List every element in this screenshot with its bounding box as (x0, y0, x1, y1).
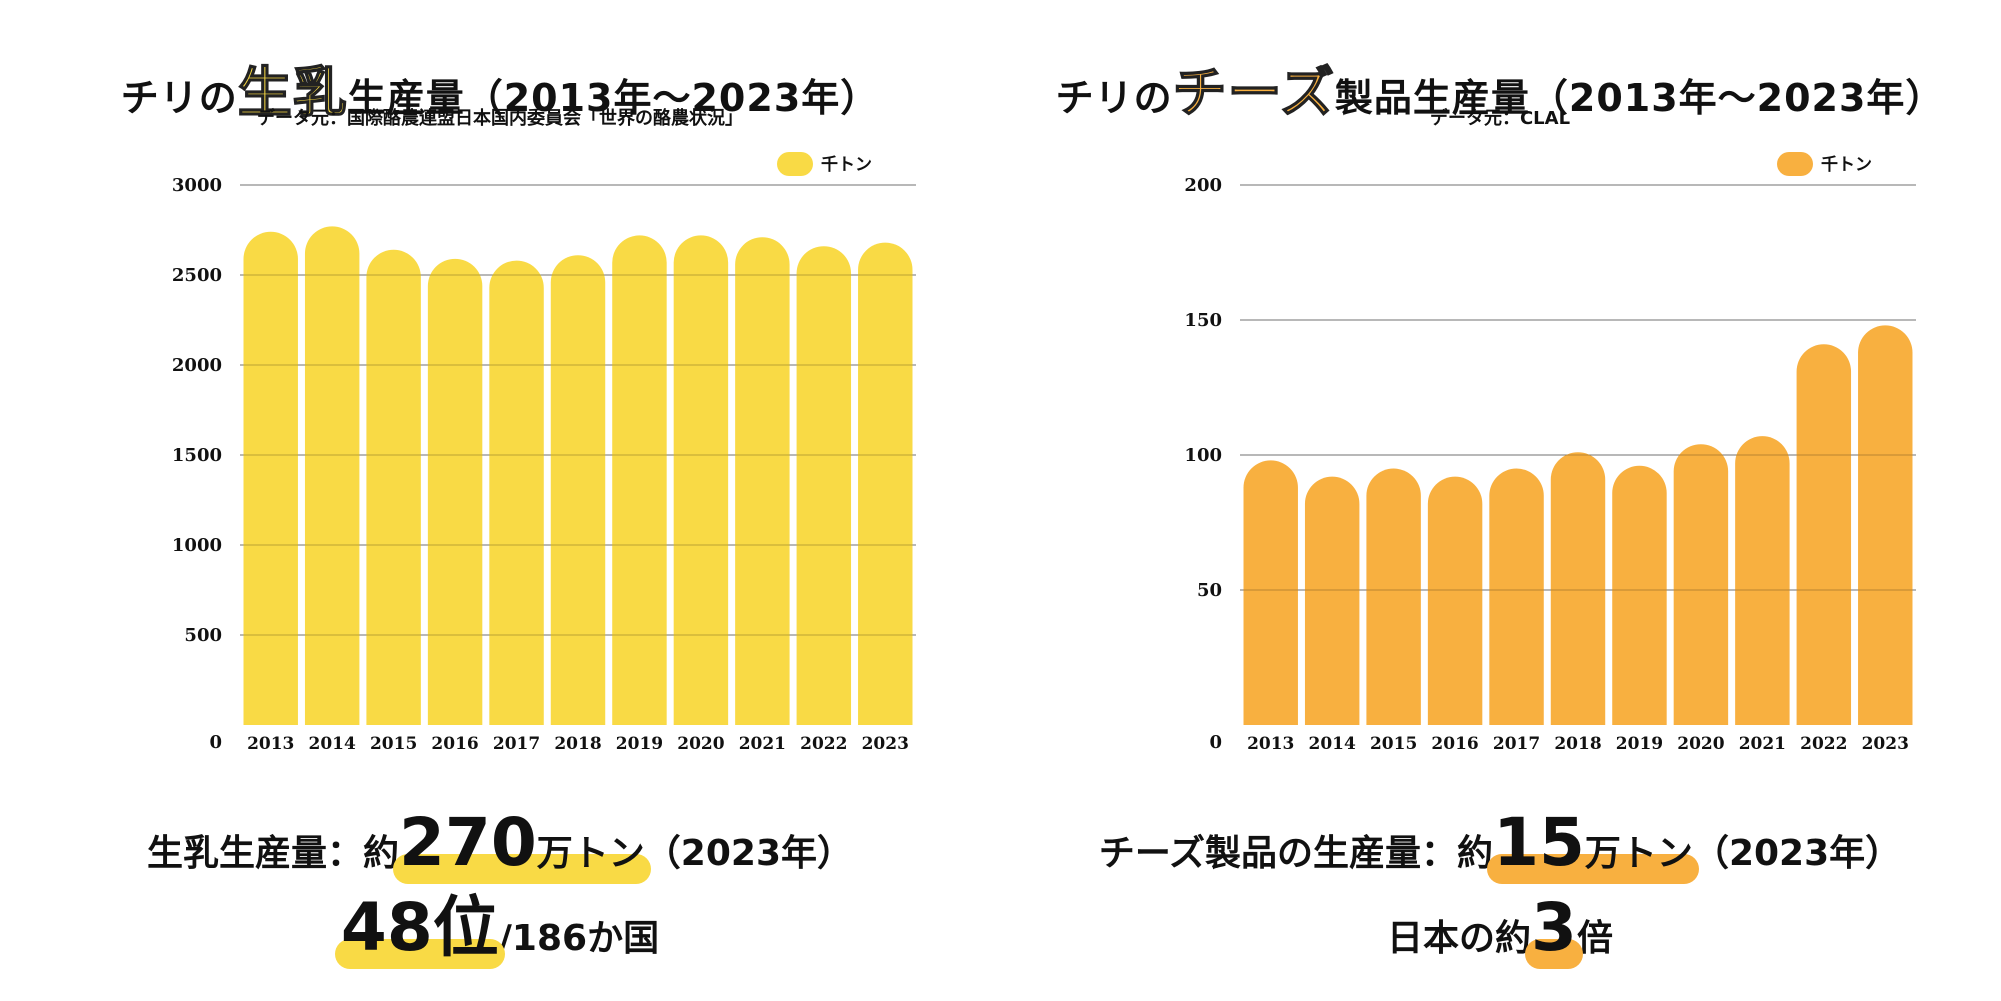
milk-summary-highlight: 270万トン (393, 804, 651, 884)
milk-y-tick-label: 2500 (172, 265, 222, 286)
milk-bar-2016 (427, 258, 483, 725)
cheese-legend-swatch (1777, 152, 1813, 176)
cheese-ratio-highlight: 3 (1525, 889, 1583, 969)
cheese-panel: チリのチーズ製品生産量（2013年〜2023年） データ元：CLAL 0 50 10… (1000, 0, 2000, 1001)
cheese-y-tick-label: 100 (1184, 445, 1222, 466)
milk-bar-2022 (796, 246, 852, 726)
milk-bar-2014 (304, 226, 360, 726)
cheese-y-tick-label: 0 (1209, 732, 1222, 753)
milk-legend-swatch (777, 152, 813, 176)
milk-bar-2015 (366, 249, 421, 726)
milk-x-tick-label: 2017 (493, 734, 540, 754)
cheese-legend-label: 千トン (1821, 155, 1872, 175)
cheese-bar-2020 (1673, 444, 1729, 725)
milk-x-tick-label: 2015 (370, 734, 417, 754)
milk-y-tick-label: 2000 (172, 355, 222, 376)
cheese-bar-2013 (1243, 460, 1298, 725)
cheese-x-tick-label: 2019 (1616, 734, 1663, 754)
milk-summary-value: 270 (399, 804, 537, 881)
milk-rank-highlight: 48位 (334, 889, 505, 969)
milk-bar-chart: 0 500 1000 1500 2000 2500 3000 2013 2014 2015 2016… (172, 152, 916, 754)
cheese-x-tick-label: 2021 (1739, 734, 1786, 754)
milk-bar-2013 (243, 231, 298, 726)
cheese-bar-2018 (1550, 452, 1606, 725)
cheese-title-highlight: チーズ (1172, 60, 1335, 125)
milk-bar-2021 (735, 237, 790, 725)
milk-x-tick-label: 2016 (431, 734, 478, 754)
milk-bar-2019 (612, 235, 667, 726)
milk-bar-2017 (489, 260, 544, 725)
milk-x-tick-label: 2023 (862, 734, 909, 754)
milk-y-tick-label: 0 (209, 732, 222, 753)
milk-y-tick-label: 1000 (172, 535, 222, 556)
cheese-chart-source: データ元：CLAL (1429, 108, 1571, 129)
cheese-bar-2015 (1366, 468, 1421, 725)
cheese-x-tick-label: 2016 (1431, 734, 1478, 754)
cheese-bar-2022 (1796, 344, 1852, 725)
cheese-x-tick-label: 2023 (1862, 734, 1909, 754)
milk-legend-label: 千トン (821, 155, 872, 175)
cheese-ratio-value: 3 (1531, 889, 1577, 966)
cheese-x-tick-label: 2017 (1493, 734, 1540, 754)
cheese-bar-2014 (1304, 476, 1360, 725)
milk-panel: チリの生乳生産量（2013年〜2023年） データ元：国際酪農連盟日本国内委員会… (0, 0, 1000, 1001)
cheese-bar-2017 (1489, 468, 1544, 725)
milk-x-tick-label: 2019 (616, 734, 663, 754)
milk-x-tick-label: 2020 (677, 734, 724, 754)
milk-summary-line: 生乳生産量：約270万トン（2023年） (146, 804, 853, 884)
cheese-bar-2016 (1427, 476, 1483, 725)
milk-x-tick-label: 2022 (800, 734, 847, 754)
milk-y-tick-label: 1500 (172, 445, 222, 466)
milk-bar-2023 (858, 242, 913, 725)
milk-chart-source: データ元：国際酪農連盟日本国内委員会「世界の酪農状況」 (257, 108, 743, 129)
cheese-bar-2021 (1735, 436, 1790, 725)
milk-rank-value: 48位 (340, 889, 499, 966)
cheese-y-tick-label: 200 (1184, 175, 1222, 196)
milk-chart-title: チリの生乳生産量（2013年〜2023年） (120, 60, 880, 125)
milk-bar-2020 (673, 235, 729, 726)
cheese-summary-highlight: 15万トン (1487, 804, 1699, 884)
milk-bar-2018 (550, 255, 606, 725)
cheese-chart-title: チリのチーズ製品生産量（2013年〜2023年） (1055, 60, 1945, 125)
cheese-x-tick-label: 2013 (1247, 734, 1294, 754)
cheese-x-tick-label: 2022 (1800, 734, 1847, 754)
milk-x-tick-label: 2014 (309, 734, 356, 754)
milk-y-tick-label: 3000 (172, 175, 222, 196)
milk-rank-line: 48位/186か国 (334, 889, 660, 969)
milk-y-tick-label: 500 (184, 625, 222, 646)
cheese-bar-2023 (1858, 325, 1913, 725)
cheese-x-tick-label: 2020 (1677, 734, 1724, 754)
cheese-bar-chart: 0 50 100 150 200 2013 2014 2015 2016 2017 2018 2019… (1184, 152, 1916, 754)
milk-x-tick-label: 2021 (739, 734, 786, 754)
milk-title-highlight: 生乳 (237, 60, 348, 125)
cheese-x-tick-label: 2018 (1554, 734, 1601, 754)
cheese-y-tick-label: 50 (1197, 580, 1222, 601)
cheese-x-tick-label: 2014 (1309, 734, 1356, 754)
milk-x-tick-label: 2013 (247, 734, 294, 754)
cheese-bar-2019 (1612, 465, 1667, 725)
milk-x-tick-label: 2018 (554, 734, 601, 754)
cheese-y-tick-label: 150 (1184, 310, 1222, 331)
cheese-summary-value: 15 (1493, 804, 1585, 881)
cheese-x-tick-label: 2015 (1370, 734, 1417, 754)
cheese-ratio-line: 日本の約3倍 (1387, 889, 1613, 969)
cheese-summary-line: チーズ製品の生産量：約15万トン（2023年） (1098, 804, 1902, 884)
